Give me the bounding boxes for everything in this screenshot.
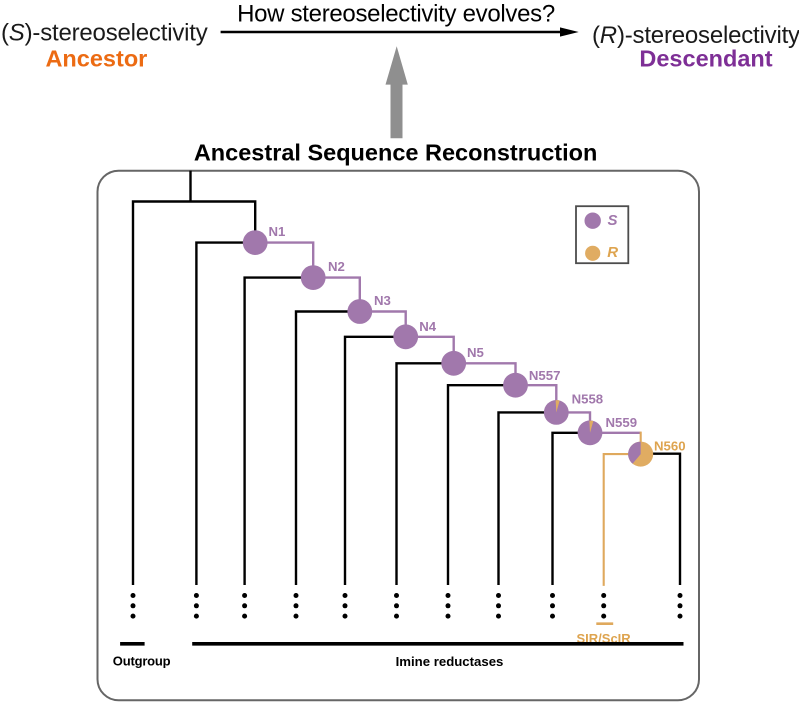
svg-text:N5: N5 bbox=[467, 345, 484, 360]
svg-text:S: S bbox=[608, 212, 618, 229]
svg-text:Imine reductases: Imine reductases bbox=[396, 654, 504, 669]
svg-text:Outgroup: Outgroup bbox=[113, 654, 171, 669]
svg-text:Descendant: Descendant bbox=[639, 46, 772, 72]
svg-text:N558: N558 bbox=[572, 392, 604, 407]
svg-text:Ancestor: Ancestor bbox=[45, 46, 147, 72]
svg-text:N3: N3 bbox=[374, 293, 391, 308]
svg-text:How stereoselectivity evolves?: How stereoselectivity evolves? bbox=[237, 1, 555, 28]
svg-text:(R)-stereoselectivity: (R)-stereoselectivity bbox=[592, 22, 799, 49]
svg-text:Ancestral Sequence Reconstruct: Ancestral Sequence Reconstruction bbox=[194, 140, 598, 166]
svg-text:N4: N4 bbox=[419, 319, 437, 334]
svg-text:N2: N2 bbox=[328, 259, 345, 274]
svg-text:N1: N1 bbox=[269, 224, 286, 239]
svg-text:N560: N560 bbox=[654, 439, 686, 454]
svg-text:N559: N559 bbox=[606, 415, 638, 430]
svg-text:N557: N557 bbox=[529, 368, 561, 383]
svg-text:R: R bbox=[607, 244, 618, 261]
svg-text:(S)-stereoselectivity: (S)-stereoselectivity bbox=[1, 20, 208, 47]
